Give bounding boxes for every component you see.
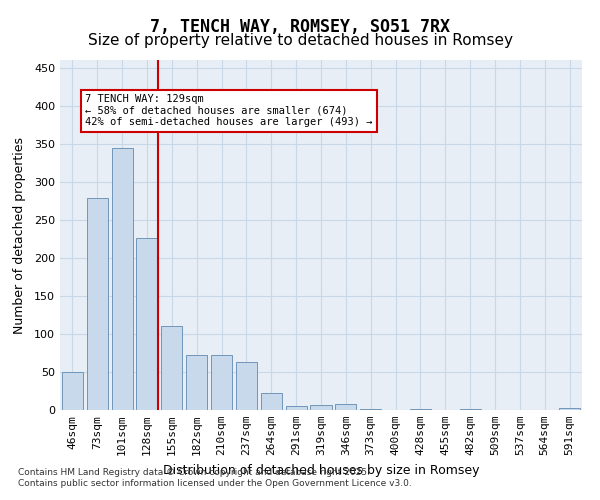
- Bar: [335, 404, 356, 410]
- Bar: [261, 394, 282, 410]
- Bar: [460, 409, 481, 410]
- Bar: [360, 409, 381, 410]
- X-axis label: Distribution of detached houses by size in Romsey: Distribution of detached houses by size …: [163, 464, 479, 476]
- Bar: [286, 406, 307, 410]
- Text: 7 TENCH WAY: 129sqm
← 58% of detached houses are smaller (674)
42% of semi-detac: 7 TENCH WAY: 129sqm ← 58% of detached ho…: [85, 94, 373, 128]
- Bar: [112, 148, 133, 410]
- Text: Size of property relative to detached houses in Romsey: Size of property relative to detached ho…: [88, 32, 512, 48]
- Bar: [211, 355, 232, 410]
- Text: 7, TENCH WAY, ROMSEY, SO51 7RX: 7, TENCH WAY, ROMSEY, SO51 7RX: [150, 18, 450, 36]
- Bar: [136, 238, 158, 410]
- Bar: [161, 326, 182, 410]
- Bar: [87, 198, 108, 410]
- Bar: [410, 409, 431, 410]
- Bar: [236, 362, 257, 410]
- Bar: [310, 404, 332, 410]
- Text: Contains HM Land Registry data © Crown copyright and database right 2025.
Contai: Contains HM Land Registry data © Crown c…: [18, 468, 412, 487]
- Y-axis label: Number of detached properties: Number of detached properties: [13, 136, 26, 334]
- Bar: [186, 355, 207, 410]
- Bar: [559, 408, 580, 410]
- Bar: [62, 372, 83, 410]
